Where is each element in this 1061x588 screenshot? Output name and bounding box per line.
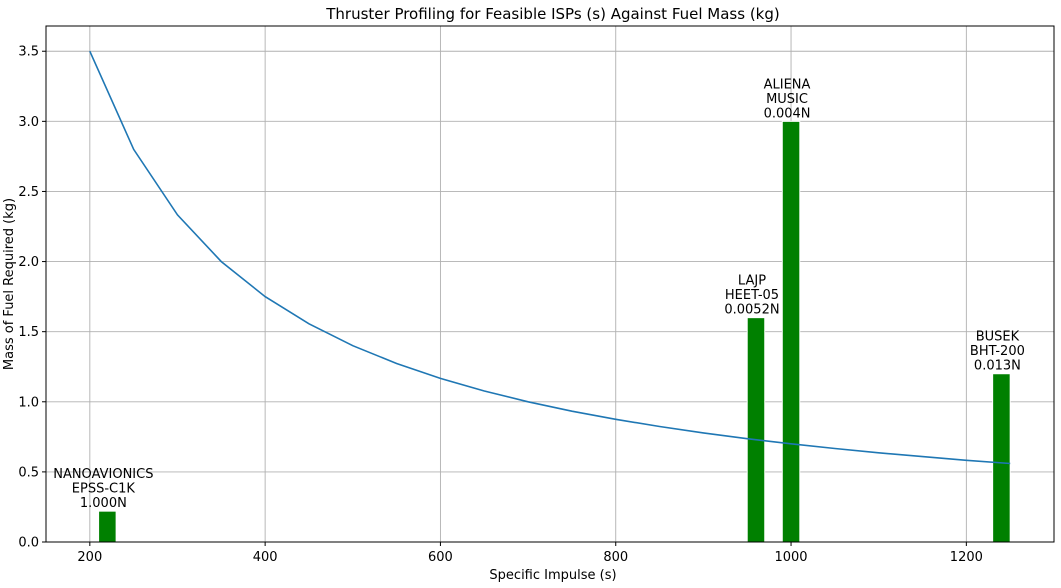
y-tick-label: 3.5 [18, 45, 39, 60]
x-tick-label: 1200 [950, 550, 983, 565]
y-tick-label: 0.5 [18, 465, 39, 480]
bar [746, 317, 766, 543]
bar-annotation-line: NANOAVIONICS [53, 467, 153, 482]
x-tick-label: 400 [253, 550, 278, 565]
bar-annotation-line: 0.004N [764, 106, 811, 121]
chart-title: Thruster Profiling for Feasible ISPs (s)… [325, 5, 780, 23]
y-tick-label: 2.0 [18, 255, 39, 270]
x-tick-label: 200 [77, 550, 102, 565]
y-tick-label: 3.0 [18, 115, 39, 130]
bar-annotation-line: BHT-200 [970, 344, 1025, 359]
bar-annotations: NANOAVIONICSEPSS-C1K1.000NLAJPHEET-050.0… [53, 77, 1025, 511]
fuel-mass-curve [89, 50, 1011, 465]
y-ticks: 0.0 0.5 1.0 1.5 2.0 2.5 3.0 3.5 [18, 45, 46, 551]
bar-annotation-line: BUSEK [976, 330, 1020, 345]
bar-annotation-line: ALIENA [764, 77, 811, 92]
y-tick-label: 1.0 [18, 395, 39, 410]
bar [781, 120, 801, 543]
bar-annotation-line: EPSS-C1K [72, 482, 136, 497]
x-axis-label: Specific Impulse (s) [489, 568, 616, 583]
x-tick-label: 600 [428, 550, 453, 565]
bar-annotation-line: LAJP [738, 274, 766, 289]
bar-annotation-line: 0.0052N [724, 303, 779, 318]
bar [98, 510, 117, 543]
y-tick-label: 1.5 [18, 325, 39, 340]
bar [992, 373, 1011, 543]
bar-annotation-line: 1.000N [80, 496, 127, 511]
x-tick-label: 800 [603, 550, 628, 565]
plot-frame [45, 25, 1055, 543]
y-tick-label: 2.5 [18, 185, 39, 200]
x-ticks: 200 400 600 800 1000 1200 [77, 542, 983, 565]
x-tick-label: 1000 [774, 550, 807, 565]
bar-annotation-line: HEET-05 [725, 288, 779, 303]
bar-annotation-line: MUSIC [766, 92, 808, 107]
grid [46, 26, 1054, 543]
y-axis-label: Mass of Fuel Required (kg) [2, 198, 17, 370]
bar-annotation-line: 0.013N [974, 359, 1021, 374]
y-tick-label: 0.0 [18, 536, 39, 551]
